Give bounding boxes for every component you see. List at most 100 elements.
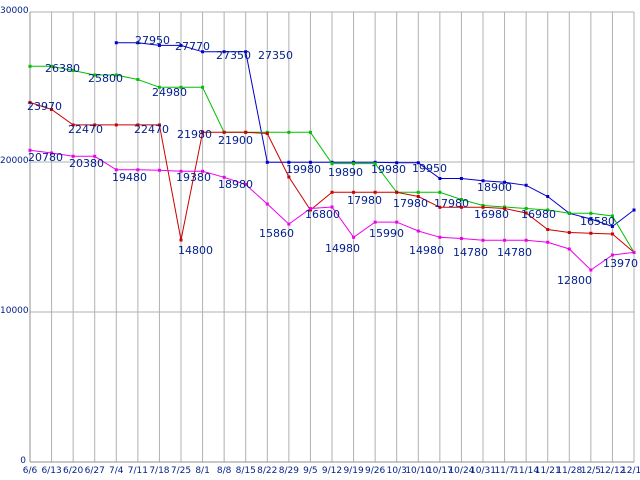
series-marker-magenta [50, 151, 54, 155]
x-tick-label: 7/4 [109, 466, 124, 476]
x-tick-label: 9/5 [303, 466, 318, 476]
series-marker-blue [395, 161, 399, 165]
x-tick-label: 7/18 [149, 466, 170, 476]
data-value-label: 25800 [88, 72, 123, 85]
data-value-label: 15990 [369, 227, 404, 240]
data-value-label: 26380 [45, 62, 80, 75]
x-tick-label: 12/12 [599, 466, 626, 476]
series-marker-red [481, 205, 485, 209]
data-value-label: 14980 [325, 242, 360, 255]
data-value-label: 19950 [412, 162, 447, 175]
series-marker-green [416, 190, 420, 194]
x-tick-label: 11/28 [556, 466, 583, 476]
data-value-label: 27350 [216, 49, 251, 62]
series-marker-magenta [373, 220, 377, 224]
series-marker-red [157, 123, 161, 127]
series-marker-magenta [503, 238, 507, 242]
series-marker-red [222, 130, 226, 134]
series-marker-blue [524, 183, 528, 187]
series-marker-red [265, 132, 269, 135]
x-tick-label: 9/19 [343, 466, 364, 476]
data-value-label: 18980 [218, 178, 253, 191]
series-marker-green [438, 190, 442, 194]
series-marker-magenta [136, 168, 140, 172]
series-marker-blue [287, 160, 291, 164]
series-marker-red [179, 238, 183, 242]
data-value-label: 17980 [434, 197, 469, 210]
x-tick-label: 6/27 [84, 466, 105, 476]
x-tick-label: 9/26 [365, 466, 386, 476]
series-marker-green [201, 85, 205, 89]
series-marker-red [114, 123, 118, 127]
series-marker-magenta [567, 247, 571, 251]
series-marker-blue [201, 50, 205, 54]
series-marker-blue [632, 208, 636, 212]
data-value-label: 17980 [347, 194, 382, 207]
series-marker-red [28, 100, 32, 104]
x-tick-label: 12/19 [621, 466, 640, 476]
x-tick-label: 8/8 [216, 466, 232, 476]
series-marker-red [438, 205, 442, 209]
series-marker-green [93, 73, 97, 77]
series-marker-red [524, 211, 528, 215]
series-marker-green [330, 162, 334, 166]
series-marker-magenta [157, 168, 161, 172]
series-marker-blue [546, 195, 550, 198]
series-marker-blue [136, 41, 140, 45]
series-marker-green [481, 204, 485, 207]
series-marker-green [524, 207, 528, 210]
series-marker-blue [481, 179, 485, 183]
series-marker-magenta [395, 220, 399, 224]
x-tick-label: 9/12 [321, 466, 343, 476]
series-marker-red [395, 190, 399, 194]
series-marker-red [201, 130, 205, 134]
data-value-label: 14780 [453, 246, 488, 259]
series-marker-red [287, 175, 291, 179]
data-value-label: 14780 [497, 246, 532, 259]
data-value-label: 20780 [28, 151, 63, 164]
series-marker-blue [244, 50, 248, 54]
series-marker-blue [265, 160, 269, 164]
x-tick-label: 6/6 [22, 466, 38, 476]
data-value-label: 24980 [152, 86, 187, 99]
x-tick-label: 10/10 [405, 466, 432, 476]
series-marker-green [546, 208, 550, 212]
x-tick-label: 6/20 [63, 466, 84, 476]
series-marker-red [352, 190, 356, 194]
y-tick-label: 30000 [0, 6, 29, 16]
series-marker-blue [222, 50, 226, 54]
series-marker-magenta [287, 222, 291, 226]
x-tick-label: 8/15 [235, 466, 256, 476]
x-tick-label: 12/5 [580, 466, 601, 476]
x-tick-label: 7/25 [170, 466, 192, 476]
series-marker-magenta [459, 237, 463, 240]
x-tick-label: 8/29 [278, 466, 299, 476]
series-marker-green [567, 211, 571, 215]
series-marker-magenta [546, 240, 550, 244]
x-tick-label: 10/24 [448, 466, 475, 476]
data-value-label: 14800 [178, 244, 213, 257]
series-marker-green [179, 85, 183, 89]
series-marker-green [459, 198, 463, 201]
x-tick-label: 7/11 [127, 466, 148, 476]
series-marker-green [157, 85, 161, 89]
data-value-label: 27950 [135, 34, 170, 47]
x-tick-label: 11/7 [494, 466, 515, 476]
x-tick-label: 8/1 [195, 466, 210, 476]
series-marker-blue [459, 177, 463, 180]
series-marker-blue [114, 41, 118, 45]
series-marker-blue [438, 177, 442, 180]
data-value-label: 17980 [393, 197, 428, 210]
data-value-label: 23970 [27, 100, 62, 113]
series-marker-magenta [632, 250, 636, 254]
series-marker-green [589, 211, 593, 215]
y-tick-label: 20000 [0, 156, 29, 166]
series-marker-red [589, 231, 593, 235]
series-marker-blue [416, 161, 420, 165]
data-value-label: 21980 [177, 128, 212, 141]
data-value-label: 22470 [68, 123, 103, 136]
data-value-label: 19980 [286, 163, 321, 176]
data-value-label: 22470 [134, 123, 169, 136]
data-value-label: 12800 [557, 274, 592, 287]
